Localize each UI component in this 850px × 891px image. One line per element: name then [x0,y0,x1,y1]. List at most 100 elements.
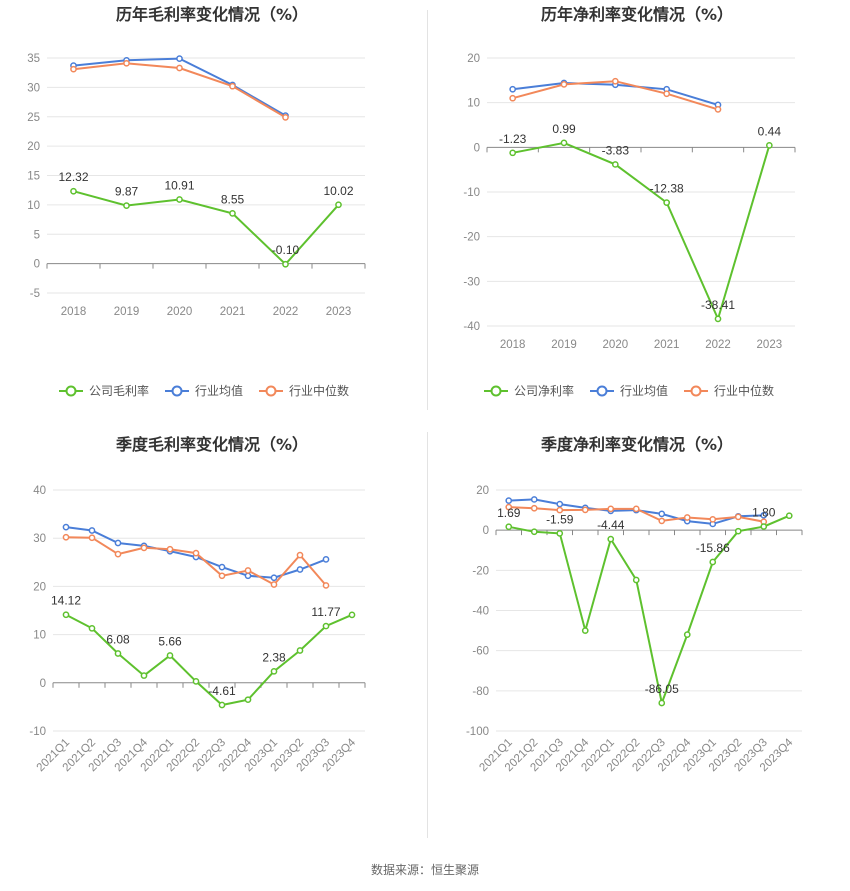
data-point-company [176,196,183,203]
chart-svg: 季度净利率变化情况（%）-100-80-60-40-200202021Q1202… [466,435,803,774]
data-point-company [335,201,342,209]
data-point-median [505,503,513,511]
data-point-company [556,530,564,537]
data-point-avg [530,496,538,503]
legend-label-avg: 行业均值 [195,383,243,398]
data-point-median [62,533,70,541]
chart-title: 季度净利率变化情况（%） [540,435,733,454]
series-line-median [65,536,327,587]
data-point-median [192,549,200,557]
data-point-median [560,81,568,88]
x-tick-label: 2021 [220,306,246,318]
data-point-company [348,611,356,619]
data-point-company [611,161,619,168]
legend-marker-company [65,385,77,397]
legend-label-avg: 行业均值 [620,383,668,398]
data-point-avg [218,563,226,571]
y-tick-label: -20 [463,232,480,244]
y-tick-label: 20 [476,485,489,497]
data-point-company [322,622,330,630]
x-tick-label: 2021 [654,339,680,351]
data-point-company [123,202,130,209]
data-point-median [683,514,691,521]
y-tick-label: -100 [466,726,489,738]
data-point-company [62,611,70,619]
legend-label-median: 行业中位数 [289,383,349,398]
data-label: 11.77 [311,605,340,619]
data-point-avg [505,497,513,504]
data-point-median [581,506,589,514]
data-label: 12.32 [58,170,88,184]
y-tick-label: 20 [33,581,46,593]
y-tick-label: 5 [34,229,40,241]
series-line-company [65,613,353,707]
data-point-avg [556,500,564,508]
data-point-company [282,260,289,268]
data-point-median [607,505,615,513]
x-tick-label: 2023 [326,306,352,318]
data-point-company [509,149,517,157]
data-point-median [244,567,252,574]
data-point-company [244,696,252,704]
data-point-median [88,534,96,542]
chart-svg: 历年毛利率变化情况（%） -5 0 5 10 15 20 25 30 35 2018 2019 2020… [27,5,366,398]
data-label: 1.69 [497,506,521,520]
data-point-company [70,187,77,195]
legend-marker-median [690,385,702,397]
data-point-avg [658,510,666,518]
chart-title: 历年毛利率变化情况（%） [116,5,308,24]
x-tick-label: 2019 [551,339,577,351]
series-line-company [508,514,790,707]
data-point-company [683,631,691,638]
data-label: -15.86 [696,541,730,555]
x-tick-label: 2022 [705,339,731,351]
data-point-avg [114,539,122,547]
x-tick-label: 2020 [603,339,629,351]
data-point-median [176,64,183,72]
y-tick-label: 30 [33,533,46,545]
data-point-median [218,572,226,580]
data-label: 1.80 [752,506,776,520]
data-point-company [581,627,589,634]
data-label: -1.23 [499,132,527,146]
data-point-company [560,139,568,147]
divider-top [427,10,428,410]
data-point-avg [270,574,278,582]
y-tick-label: 10 [33,630,46,642]
divider-bottom [427,432,428,838]
data-label: 14.12 [51,594,81,608]
data-point-median [296,551,304,559]
y-tick-label: 35 [27,53,40,65]
data-point-company [765,142,773,149]
data-label: 2.38 [262,650,286,664]
data-point-avg [62,523,70,531]
data-point-median [270,581,278,588]
data-point-company [607,535,615,543]
data-point-company [530,528,538,536]
data-label: -12.38 [650,182,684,196]
x-tick-label: 2019 [114,306,140,318]
y-tick-label: -5 [30,288,40,300]
data-point-company [663,199,671,206]
data-point-avg [244,572,252,580]
data-point-company [714,315,722,323]
series-line-company [512,141,771,322]
data-point-median [709,515,717,523]
y-tick-label: -30 [463,276,480,288]
data-label: -86.05 [645,682,679,696]
x-tick-label: 2023 [757,339,783,351]
data-point-median [282,113,289,121]
data-point-median [734,513,742,521]
data-point-median [229,82,236,90]
legend-marker-median [265,385,277,397]
data-point-median [166,545,174,553]
data-point-company [229,210,236,217]
y-tick-label: -20 [472,565,489,577]
chart-title: 历年净利率变化情况（%） [541,5,733,24]
chart-annual-gross: 历年毛利率变化情况（%） -5 0 5 10 15 20 25 30 35 2018 2019 2020… [0,0,425,410]
data-label: -4.61 [208,684,236,698]
data-point-avg [322,556,330,563]
data-point-median [530,504,538,512]
data-point-company [88,624,96,632]
x-tick-label: 2022 [273,306,299,318]
